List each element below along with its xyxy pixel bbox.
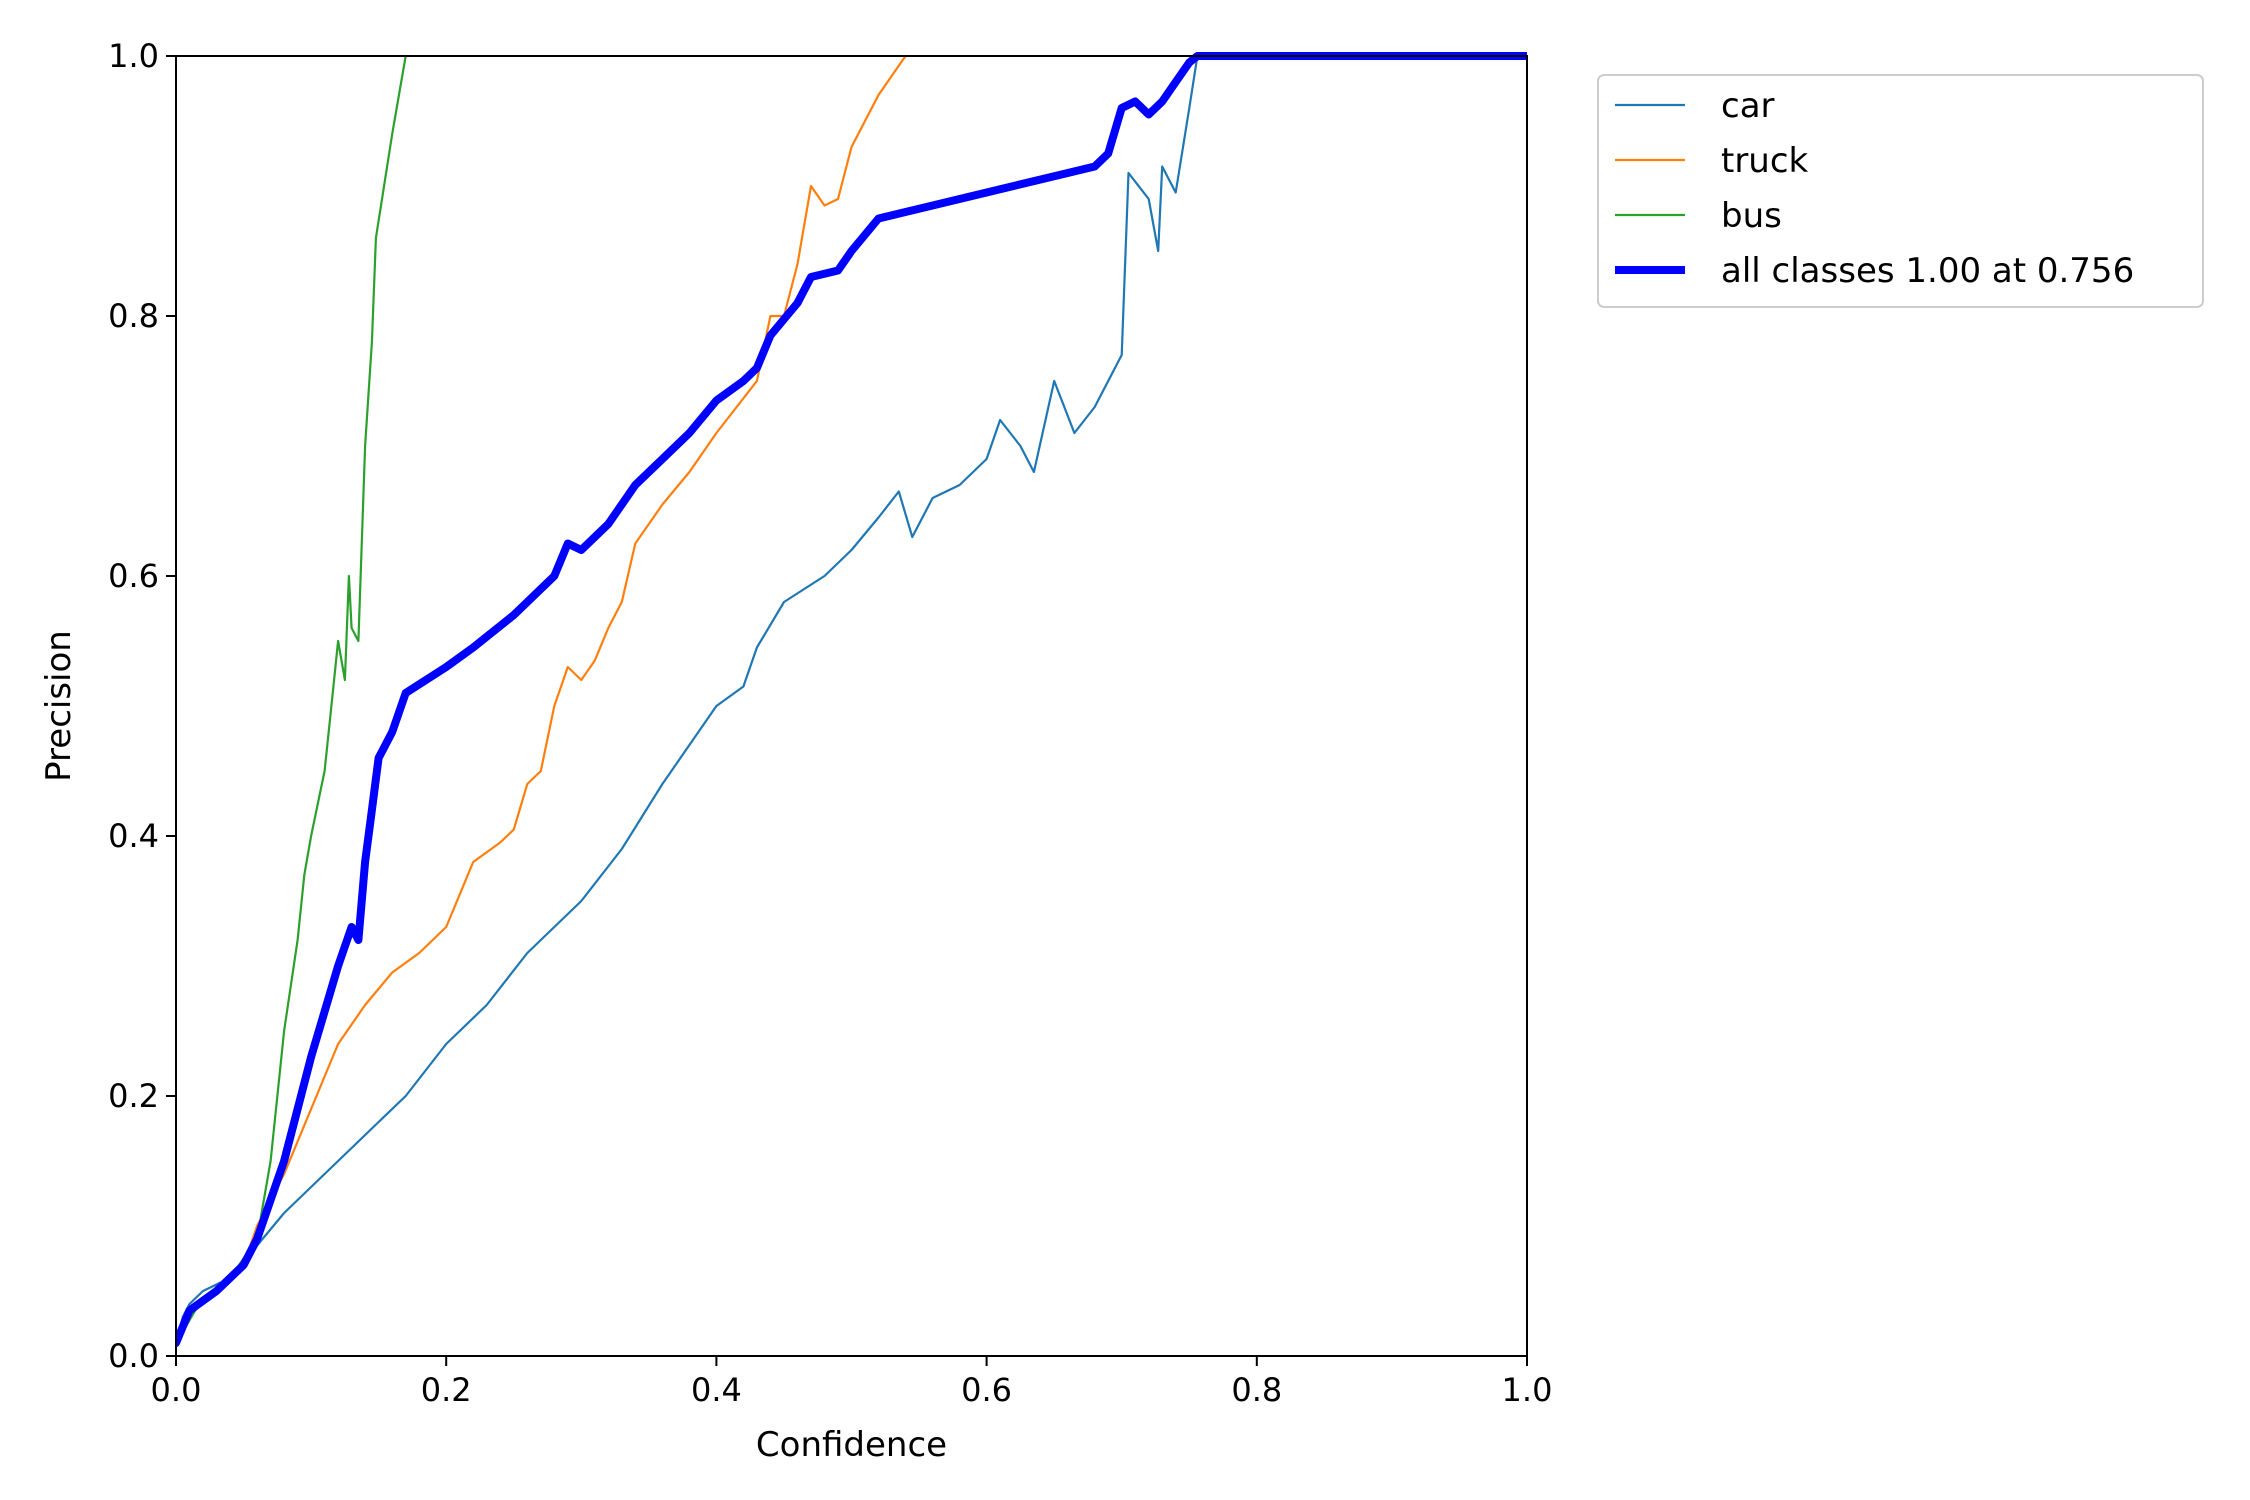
y-tick-label: 0.2 [108, 1077, 159, 1115]
x-axis-ticks: 0.0 0.2 0.4 0.6 0.8 1.0 [151, 1356, 1553, 1409]
legend-label: truck [1721, 141, 1809, 181]
series-line-bus [176, 54, 407, 1345]
series-lines [176, 52, 1527, 1347]
y-tick-label: 0.0 [108, 1337, 159, 1375]
x-axis-label: Confidence [756, 1425, 947, 1465]
y-axis-ticks: 0.0 0.2 0.4 0.6 0.8 1.0 [108, 37, 176, 1375]
legend-box [1597, 74, 2204, 308]
legend-label: bus [1721, 196, 1782, 236]
series-line-truck [176, 54, 907, 1345]
legend: car truck bus all classes 1.00 at 0.756 [1597, 74, 2204, 308]
y-tick-label: 0.6 [108, 557, 159, 595]
x-tick-label: 0.8 [1231, 1371, 1282, 1409]
legend-label: all classes 1.00 at 0.756 [1721, 251, 2134, 291]
x-tick-label: 0.4 [691, 1371, 742, 1409]
legend-label: car [1721, 86, 1775, 126]
x-tick-label: 0.6 [961, 1371, 1012, 1409]
y-axis-label: Precision [39, 630, 79, 782]
plot-frame [175, 55, 1528, 1357]
x-tick-label: 0.0 [151, 1371, 202, 1409]
y-tick-label: 0.4 [108, 817, 159, 855]
x-tick-label: 0.2 [421, 1371, 472, 1409]
x-tick-label: 1.0 [1502, 1371, 1553, 1409]
series-line-car [176, 54, 1527, 1345]
y-tick-label: 1.0 [108, 37, 159, 75]
y-tick-label: 0.8 [108, 297, 159, 335]
series-line-all-classes [176, 52, 1527, 1347]
